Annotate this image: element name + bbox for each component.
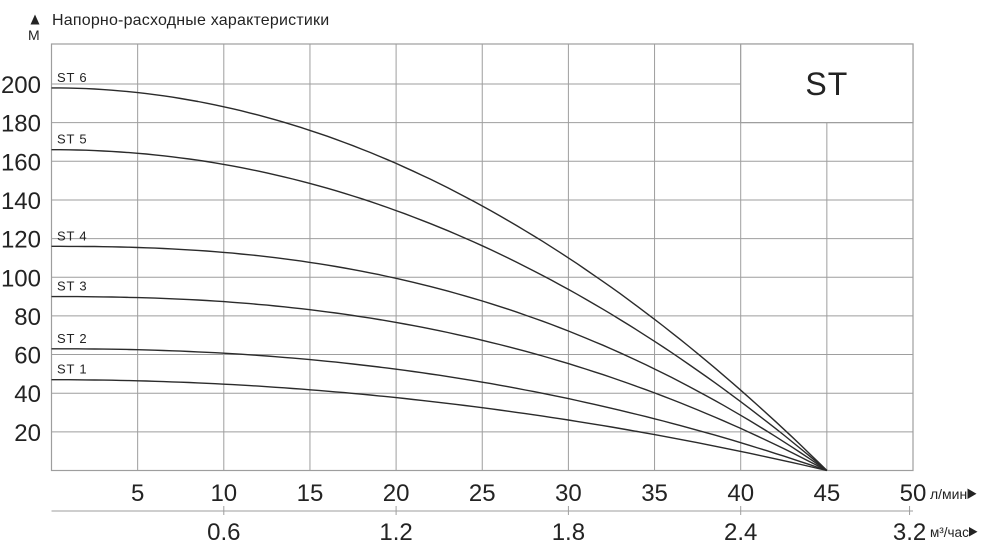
x-axis-unit-label: л/мин: [930, 486, 967, 502]
x-tick-label: 40: [727, 480, 754, 507]
curve-label-st-5: ST 5: [57, 132, 87, 147]
series-family-label: ST: [805, 66, 848, 102]
x-tick-label: 10: [210, 480, 237, 507]
x2-tick-label: 2.4: [724, 519, 757, 546]
chart-plot-area: ST 1 ST 2 ST 3 ST 4 ST 5 ST 6 20 40 60 80 100 120 14…: [1, 43, 927, 546]
curve-st-1: [51, 379, 828, 472]
y-tick-label: 20: [14, 420, 41, 447]
y-tick-label: 120: [1, 227, 41, 254]
curve-label-st-2: ST 2: [57, 331, 87, 346]
x-tick-label: 5: [131, 480, 144, 507]
x-tick-label: 20: [383, 480, 410, 507]
curve-label-st-3: ST 3: [57, 279, 87, 294]
curve-label-st-1: ST 1: [57, 362, 87, 377]
curve-label-st-6: ST 6: [57, 70, 87, 85]
y-tick-label: 80: [14, 304, 41, 331]
x-tick-label: 15: [297, 480, 324, 507]
y-tick-label: 160: [1, 149, 41, 176]
y-tick-label: 100: [1, 265, 41, 292]
curve-st-3: [51, 295, 828, 472]
x2-tick-label: 0.6: [207, 519, 240, 546]
y-axis-unit-label: М: [28, 27, 40, 43]
curve-label-st-4: ST 4: [57, 228, 87, 243]
x2-tick-label: 3.2: [893, 519, 926, 546]
x-tick-label: 30: [555, 480, 582, 507]
x2-tick-label: 1.2: [379, 519, 412, 546]
x-tick-label: 45: [813, 480, 840, 507]
y-tick-label: 140: [1, 188, 41, 215]
curve-st-6: [51, 87, 828, 472]
x2-tick-label: 1.8: [552, 519, 585, 546]
x-tick-label: 25: [469, 480, 496, 507]
y-tick-label: 60: [14, 343, 41, 370]
curve-st-5: [51, 149, 828, 472]
x2-axis-unit-label: м³/час: [930, 525, 969, 540]
y-tick-label: 40: [14, 381, 41, 408]
curve-st-4: [51, 245, 828, 472]
x-axis-arrow-icon: [967, 488, 977, 499]
series-family-box: [740, 43, 914, 124]
y-axis-arrow-icon: [30, 14, 40, 25]
curve-st-2: [51, 348, 828, 472]
y-tick-label: 200: [1, 72, 41, 99]
chart-title: Напорно-расходные характеристики: [52, 12, 329, 29]
x-tick-label: 35: [641, 480, 668, 507]
x2-axis-arrow-icon: [969, 527, 978, 537]
plot-border: [50, 43, 914, 472]
y-tick-label: 180: [1, 111, 41, 138]
x-tick-label: 50: [900, 480, 927, 507]
